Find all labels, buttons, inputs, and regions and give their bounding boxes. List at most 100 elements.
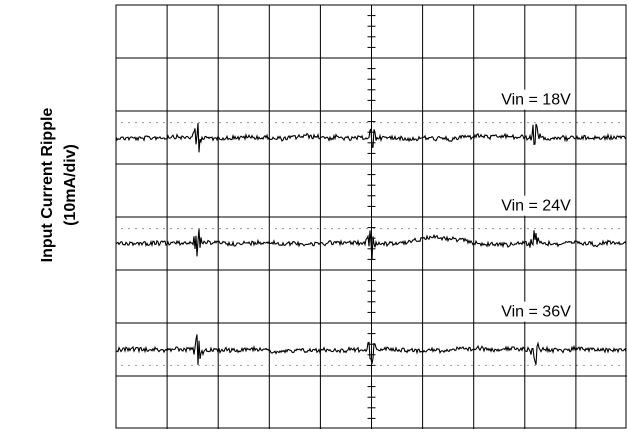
baseline-dot <box>541 364 543 366</box>
baseline-dot <box>408 122 410 124</box>
series-label-bg <box>508 195 573 216</box>
baseline-dot <box>513 122 515 124</box>
baseline-dot <box>338 122 340 124</box>
baseline-dot <box>604 122 606 124</box>
y-axis-label: Input Current Ripple (10mA/div) <box>39 108 79 263</box>
baseline-dot <box>450 122 452 124</box>
baseline-dot <box>373 364 375 366</box>
baseline-dot <box>450 364 452 366</box>
baseline-dot <box>275 122 277 124</box>
series-label: Vin = 24V <box>501 198 571 215</box>
baseline-dot <box>121 228 123 230</box>
baseline-dot <box>478 122 480 124</box>
baseline-dot <box>534 122 536 124</box>
baseline-dot <box>499 122 501 124</box>
baseline-dot <box>380 364 382 366</box>
baseline-dot <box>443 122 445 124</box>
baseline-dot <box>338 364 340 366</box>
baseline-dot <box>555 364 557 366</box>
baseline-dot <box>184 122 186 124</box>
baseline-dot <box>191 228 193 230</box>
baseline-dot <box>471 364 473 366</box>
baseline-dot <box>611 364 613 366</box>
baseline-dot <box>597 228 599 230</box>
baseline-dot <box>492 122 494 124</box>
series-label: Vin = 36V <box>501 304 571 321</box>
baseline-dot <box>233 122 235 124</box>
baseline-dot <box>254 364 256 366</box>
baseline-dot <box>149 228 151 230</box>
baseline-dot <box>226 122 228 124</box>
baseline-dot <box>450 228 452 230</box>
baseline-dot <box>128 364 130 366</box>
baseline-dot <box>520 228 522 230</box>
baseline-dot <box>156 228 158 230</box>
baseline-dot <box>275 364 277 366</box>
baseline-dot <box>422 364 424 366</box>
baseline-dot <box>471 122 473 124</box>
baseline-dot <box>569 228 571 230</box>
baseline-dot <box>303 122 305 124</box>
baseline-dot <box>408 228 410 230</box>
baseline-dot <box>310 364 312 366</box>
baseline-dot <box>583 228 585 230</box>
baseline-dot <box>296 364 298 366</box>
baseline-dot <box>506 228 508 230</box>
baseline-dot <box>401 364 403 366</box>
series-baseline-dots <box>121 122 620 366</box>
baseline-dot <box>226 364 228 366</box>
baseline-dot <box>569 364 571 366</box>
baseline-dot <box>380 228 382 230</box>
baseline-dot <box>436 364 438 366</box>
baseline-dot <box>387 228 389 230</box>
baseline-dot <box>436 228 438 230</box>
series-traces <box>115 122 627 365</box>
baseline-dot <box>345 122 347 124</box>
baseline-dot <box>576 122 578 124</box>
baseline-dot <box>380 122 382 124</box>
baseline-dot <box>135 228 137 230</box>
baseline-dot <box>128 228 130 230</box>
baseline-dot <box>219 364 221 366</box>
baseline-dot <box>415 122 417 124</box>
baseline-dot <box>352 228 354 230</box>
series-trace <box>115 122 627 153</box>
baseline-dot <box>261 228 263 230</box>
series-trace <box>115 334 627 365</box>
baseline-dot <box>226 228 228 230</box>
baseline-dot <box>233 228 235 230</box>
baseline-dot <box>618 122 620 124</box>
baseline-dot <box>457 228 459 230</box>
series-label-bg <box>508 301 573 322</box>
baseline-dot <box>254 228 256 230</box>
baseline-dot <box>422 228 424 230</box>
baseline-dot <box>191 122 193 124</box>
baseline-dot <box>464 122 466 124</box>
baseline-dot <box>359 364 361 366</box>
baseline-dot <box>282 122 284 124</box>
baseline-dot <box>359 122 361 124</box>
baseline-dot <box>555 228 557 230</box>
baseline-dot <box>436 122 438 124</box>
baseline-dot <box>268 364 270 366</box>
baseline-dot <box>275 228 277 230</box>
baseline-dot <box>240 364 242 366</box>
baseline-dot <box>240 228 242 230</box>
baseline-dot <box>604 228 606 230</box>
baseline-dot <box>352 122 354 124</box>
baseline-dot <box>506 122 508 124</box>
baseline-dot <box>198 364 200 366</box>
baseline-dot <box>212 364 214 366</box>
baseline-dot <box>177 364 179 366</box>
baseline-dot <box>422 122 424 124</box>
baseline-dot <box>576 228 578 230</box>
baseline-dot <box>324 364 326 366</box>
baseline-dot <box>485 364 487 366</box>
baseline-dot <box>331 122 333 124</box>
baseline-dot <box>289 364 291 366</box>
baseline-dot <box>485 228 487 230</box>
baseline-dot <box>184 228 186 230</box>
baseline-dot <box>485 122 487 124</box>
baseline-dot <box>338 228 340 230</box>
baseline-dot <box>373 228 375 230</box>
